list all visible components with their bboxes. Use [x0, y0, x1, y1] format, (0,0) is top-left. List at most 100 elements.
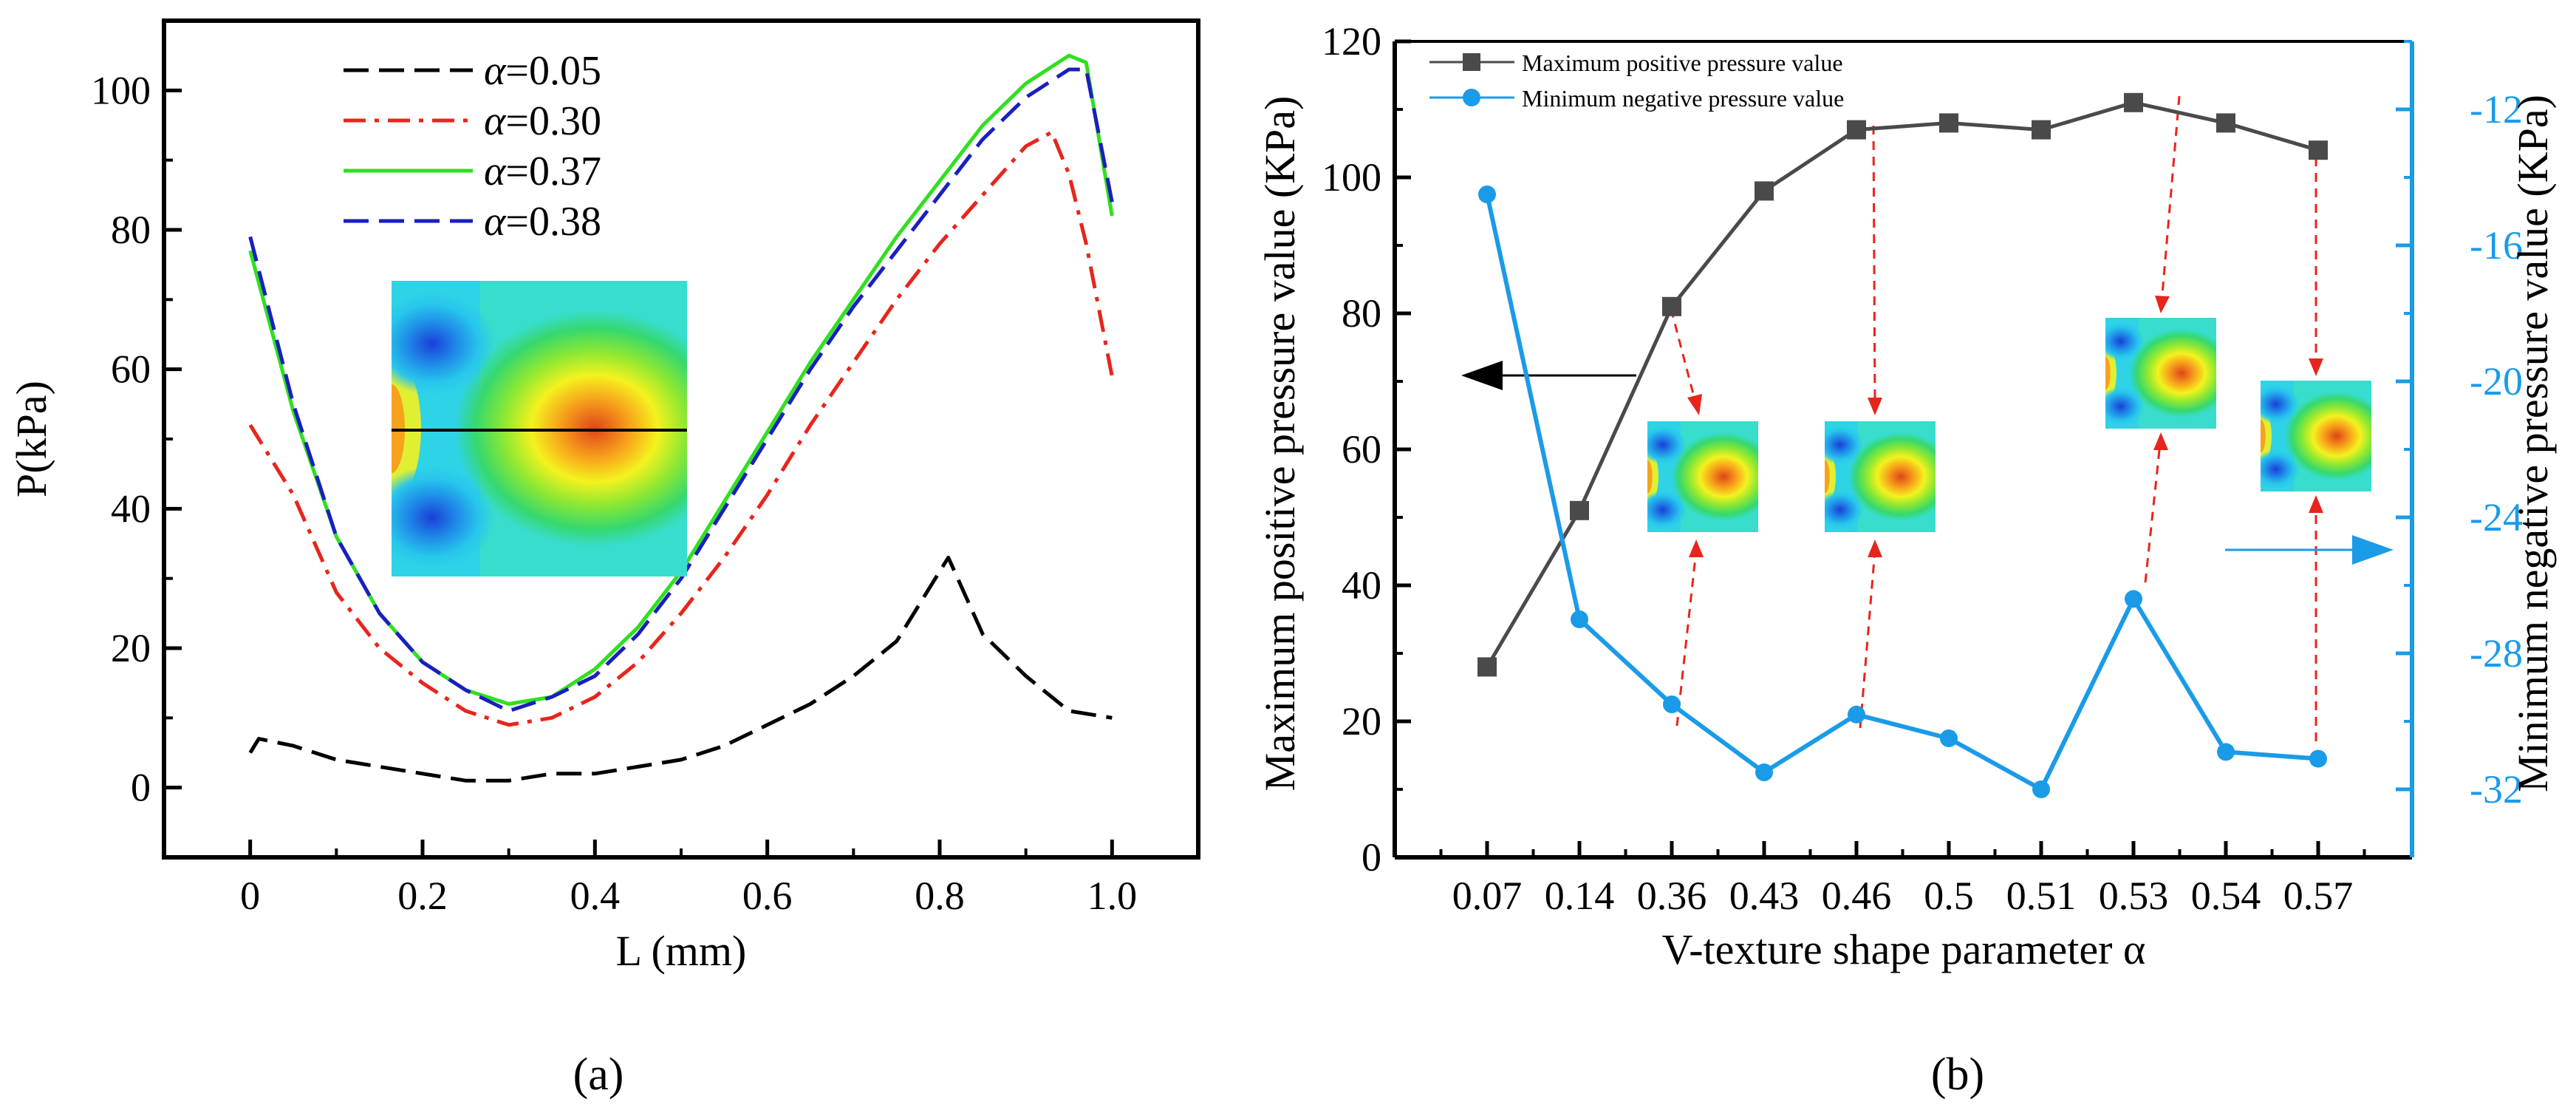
panel-b-right-y-axis-title: Minimum negative pressure value (KPa)	[2509, 95, 2557, 792]
left-y-tick-label: 100	[1322, 155, 1381, 200]
panel-a-series	[248, 53, 1114, 783]
data-point-circle	[1478, 186, 1496, 203]
y-tick-label: 80	[111, 208, 151, 252]
panel-b-x-axis-title: V-texture shape parameter α	[1662, 925, 2146, 973]
x-tick-label: 0.36	[1637, 874, 1707, 918]
data-point-square	[1662, 296, 1681, 316]
legend-value-text: =0.05	[505, 48, 601, 94]
y-tick-label: 0	[131, 766, 151, 810]
series-line-α=0.05	[248, 555, 1113, 783]
x-tick-label: 0.46	[1822, 874, 1892, 918]
legend-swatch-marker-square	[1463, 53, 1480, 71]
series-line-α=0.38	[248, 67, 1114, 713]
series-line-α=0.30	[248, 130, 1114, 727]
left-y-tick-label: 0	[1362, 835, 1381, 879]
right-y-tick-label: -32	[2470, 767, 2523, 812]
x-tick-label: 0.4	[570, 874, 621, 918]
panel-b-left-axis-arrow	[1461, 361, 1636, 390]
x-tick-label: 1.0	[1087, 874, 1138, 918]
series-line-maximum-positive	[1485, 101, 2319, 668]
panel-b-axes: 0.07 0.14 0.36 0.43 0.46 0.5 0.51 0.53 0.54 0.57 0…	[1322, 19, 2523, 918]
left-y-tick-label: 20	[1342, 699, 1381, 744]
x-tick-label: 0.51	[2006, 874, 2077, 918]
right-y-tick-label: -24	[2470, 495, 2523, 540]
data-point-square	[1477, 657, 1497, 677]
x-tick-label: 0.6	[742, 874, 793, 918]
panel-a-y-axis-title: P(kPa)	[7, 381, 55, 497]
data-point-square	[1755, 181, 1774, 201]
inset-image-0.36	[1647, 421, 1758, 532]
x-tick-label: 0	[240, 874, 260, 918]
right-y-tick-label: -16	[2470, 223, 2523, 268]
legend-greek-symbol: α	[484, 98, 507, 144]
panel-b-right-axis-arrow	[2225, 535, 2394, 565]
panel-b-series	[1477, 92, 2328, 798]
data-point-circle	[1755, 763, 1773, 781]
panel-a-x-axis-title: L (mm)	[616, 927, 747, 975]
data-point-square	[2309, 140, 2328, 160]
data-point-square	[2216, 113, 2235, 133]
legend-value-text: =0.37	[505, 149, 601, 194]
x-tick-label: 0.5	[1924, 874, 1974, 918]
x-tick-label: 0.54	[2191, 874, 2261, 918]
legend-value-text: =0.30	[505, 98, 601, 144]
data-point-square	[1939, 113, 1958, 133]
legend-entry-label: α=0.37	[484, 149, 601, 194]
data-point-circle	[1940, 729, 1958, 747]
panel-b-red-dashed-arrows	[1670, 95, 2317, 741]
left-y-tick-label: 120	[1322, 19, 1381, 64]
x-tick-label: 0.14	[1545, 874, 1615, 918]
legend-label-maximum: Maximum positive pressure value	[1522, 50, 1843, 76]
data-point-circle	[2309, 749, 2327, 768]
panel-a-label: (a)	[573, 1049, 624, 1100]
panel-b-y-axis-title: Maximum positive pressure value (KPa)	[1256, 96, 1304, 792]
right-y-tick-label: -12	[2470, 87, 2523, 132]
legend-entry-label: α=0.05	[484, 48, 601, 94]
panel-a-axes: 0 0.2 0.4 0.6 0.8 1.0 0 20 40 60 80 100	[91, 68, 1137, 918]
panel-b-legend: Maximum positive pressure value Minimum n…	[1429, 50, 1844, 112]
legend-greek-symbol: α	[484, 149, 507, 194]
y-tick-label: 60	[111, 347, 151, 392]
x-tick-label: 0.43	[1729, 874, 1800, 918]
data-point-square	[2032, 120, 2051, 140]
panel-b: 0.07 0.14 0.36 0.43 0.46 0.5 0.51 0.53 0.54 0.57 0…	[1256, 19, 2557, 1100]
left-y-tick-label: 60	[1342, 427, 1381, 472]
legend-greek-symbol: α	[484, 199, 507, 245]
y-tick-label: 100	[91, 68, 151, 112]
left-y-tick-label: 80	[1342, 291, 1381, 336]
series-line-minimum-negative	[1485, 194, 2319, 793]
panel-b-red-arrowheads	[1687, 296, 2323, 557]
inset-image-0.46	[1825, 421, 1936, 532]
x-tick-label: 0.2	[397, 874, 448, 918]
inset-image-0.53	[2105, 318, 2216, 429]
data-point-circle	[1571, 610, 1588, 628]
panel-a-legend: α=0.05α=0.30α=0.37α=0.38	[344, 48, 601, 245]
data-point-square	[1847, 120, 1866, 140]
data-point-square	[1570, 500, 1589, 520]
legend-greek-symbol: α	[484, 48, 507, 94]
data-point-circle	[1663, 695, 1681, 713]
right-y-tick-label: -28	[2470, 631, 2523, 676]
data-point-circle	[1848, 705, 1865, 724]
x-tick-label: 0.57	[2283, 874, 2354, 918]
data-point-circle	[2032, 780, 2050, 798]
panel-b-inset-images	[1647, 318, 2371, 532]
data-point-circle	[2217, 743, 2235, 761]
x-tick-label: 0.53	[2099, 874, 2169, 918]
panel-b-label: (b)	[1931, 1049, 1984, 1100]
legend-value-text: =0.38	[505, 199, 601, 245]
y-tick-label: 40	[111, 486, 151, 531]
panel-a-inset-contour-image	[392, 281, 687, 576]
left-y-tick-label: 40	[1342, 563, 1381, 608]
legend-entry-label: α=0.30	[484, 98, 601, 144]
x-tick-label: 0.07	[1452, 874, 1523, 918]
data-point-square	[2124, 92, 2143, 112]
x-tick-label: 0.8	[915, 874, 965, 918]
right-y-tick-label: -20	[2470, 359, 2523, 404]
legend-swatch-marker-circle	[1463, 89, 1480, 106]
legend-label-minimum: Minimum negative pressure value	[1522, 85, 1844, 112]
inset-image-0.57	[2261, 381, 2371, 491]
legend-entry-label: α=0.38	[484, 199, 601, 245]
